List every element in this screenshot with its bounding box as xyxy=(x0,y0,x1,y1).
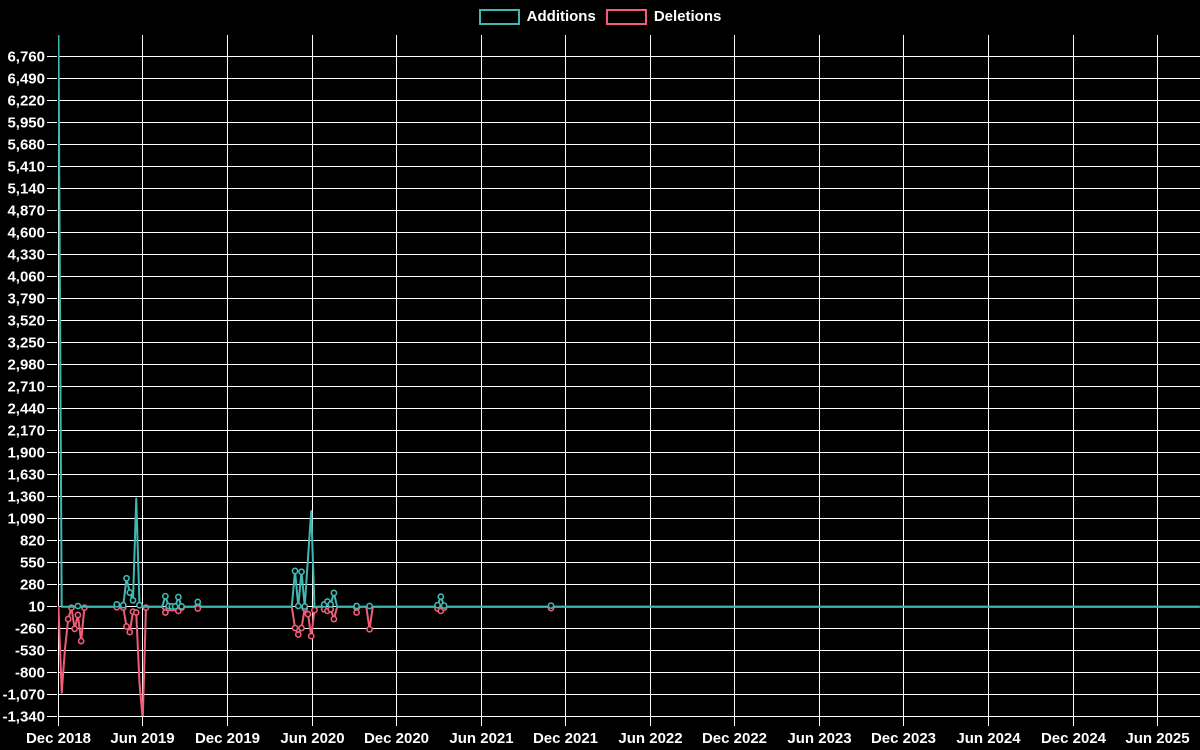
legend-item-deletions[interactable]: Deletions xyxy=(605,8,722,25)
y-tick-label: -530 xyxy=(15,643,45,660)
y-tick-label: 2,440 xyxy=(7,401,45,418)
y-tick-label: 1,090 xyxy=(7,511,45,528)
y-tick-label: -800 xyxy=(15,665,45,682)
x-tick-label: Dec 2022 xyxy=(702,730,767,747)
x-tick-label: Jun 2020 xyxy=(280,730,344,747)
x-tick-label: Dec 2020 xyxy=(364,730,429,747)
x-tick-label: Dec 2024 xyxy=(1041,730,1107,747)
y-tick-label: 820 xyxy=(20,533,45,550)
y-tick-label: 5,680 xyxy=(7,137,45,154)
x-tick-label: Dec 2021 xyxy=(533,730,598,747)
x-tick-label: Dec 2019 xyxy=(195,730,260,747)
y-tick-label: 5,950 xyxy=(7,115,45,132)
deletions-line xyxy=(58,603,1200,716)
y-tick-label: 1,630 xyxy=(7,467,45,484)
y-tick-label: 4,870 xyxy=(7,203,45,220)
y-tick-label: 4,600 xyxy=(7,225,45,242)
additions-swatch-icon xyxy=(478,8,520,25)
y-tick-label: 3,250 xyxy=(7,335,45,352)
x-tick-label: Jun 2021 xyxy=(449,730,513,747)
y-tick-label: 6,490 xyxy=(7,71,45,88)
x-tick-label: Jun 2025 xyxy=(1125,730,1189,747)
x-tick-label: Jun 2024 xyxy=(956,730,1021,747)
x-tick-label: Jun 2023 xyxy=(787,730,851,747)
legend-label-deletions: Deletions xyxy=(653,8,722,25)
y-tick-label: 2,710 xyxy=(7,379,45,396)
x-tick-label: Dec 2018 xyxy=(26,730,91,747)
axis-ticks xyxy=(47,56,1158,726)
y-tick-label: -1,340 xyxy=(2,709,45,726)
axis-labels: 6,760 6,490 6,220 5,950 5,680 5,410 5,140 4,870… xyxy=(2,49,1189,748)
y-tick-label: -260 xyxy=(15,621,45,638)
y-tick-label: 1,360 xyxy=(7,489,45,506)
y-tick-label: 10 xyxy=(28,599,45,616)
chart-legend: Additions Deletions xyxy=(0,8,1200,25)
y-tick-label: 2,170 xyxy=(7,423,45,440)
y-tick-label: 3,790 xyxy=(7,291,45,308)
y-tick-label: 6,760 xyxy=(7,49,45,66)
y-tick-label: -1,070 xyxy=(2,687,45,704)
y-tick-label: 550 xyxy=(20,555,45,572)
y-tick-label: 6,220 xyxy=(7,93,45,110)
x-tick-label: Jun 2019 xyxy=(110,730,174,747)
y-tick-label: 1,900 xyxy=(7,445,45,462)
deletions-swatch-icon xyxy=(605,8,647,25)
y-tick-label: 5,140 xyxy=(7,181,45,198)
y-tick-label: 4,330 xyxy=(7,247,45,264)
gridlines xyxy=(58,35,1200,717)
y-tick-label: 4,060 xyxy=(7,269,45,286)
legend-label-additions: Additions xyxy=(526,8,596,25)
y-tick-label: 3,520 xyxy=(7,313,45,330)
x-tick-label: Jun 2022 xyxy=(618,730,682,747)
legend-item-additions[interactable]: Additions xyxy=(478,8,596,25)
y-tick-label: 5,410 xyxy=(7,159,45,176)
y-tick-label: 2,980 xyxy=(7,357,45,374)
x-tick-label: Dec 2023 xyxy=(871,730,936,747)
additions-line xyxy=(58,35,1200,610)
y-tick-label: 280 xyxy=(20,577,45,594)
